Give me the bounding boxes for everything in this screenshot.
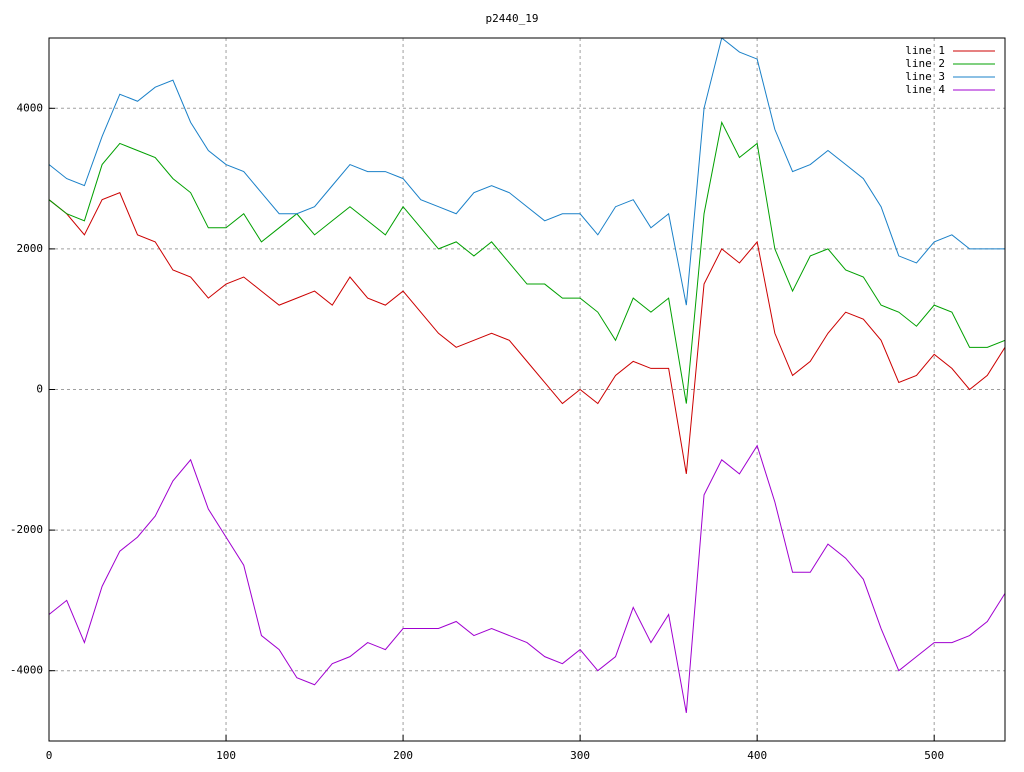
data-line	[49, 192, 1005, 474]
y-tick-label: 4000	[17, 101, 44, 114]
data-line	[49, 38, 1005, 306]
y-tick-label: -2000	[10, 523, 43, 536]
chart-title: p2440_19	[486, 12, 539, 25]
legend-label: line 3	[905, 70, 945, 83]
x-tick-label: 0	[46, 749, 53, 762]
y-tick-label: -4000	[10, 664, 43, 677]
x-tick-label: 300	[570, 749, 590, 762]
x-tick-label: 200	[393, 749, 413, 762]
legend-label: line 2	[905, 57, 945, 70]
plot-frame	[48, 37, 1006, 742]
data-line	[49, 120, 1005, 404]
x-tick-label: 400	[747, 749, 767, 762]
legend-label: line 4	[905, 83, 945, 96]
data-line	[49, 444, 1005, 713]
x-tick-label: 500	[924, 749, 944, 762]
y-tick-label: 0	[36, 383, 43, 396]
x-tick-label: 100	[216, 749, 236, 762]
y-tick-label: 2000	[17, 242, 44, 255]
legend-label: line 1	[905, 44, 945, 57]
